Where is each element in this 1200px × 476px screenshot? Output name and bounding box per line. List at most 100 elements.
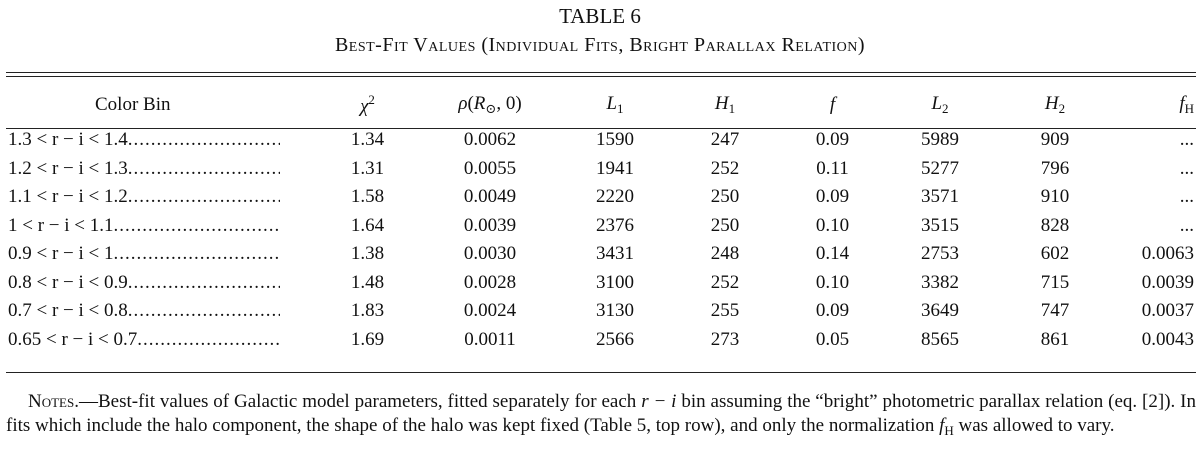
table-cell: 1.31 <box>350 157 385 179</box>
row-label-text: 1.2 < r − i < 1.3 <box>8 157 128 179</box>
table-cell: 252 <box>710 271 740 293</box>
table-cell: 3382 <box>921 271 959 293</box>
table-cell: 252 <box>710 157 740 179</box>
table-cell: ... <box>1179 186 1194 208</box>
table-cell: ... <box>1179 157 1194 179</box>
table-cell: 1941 <box>596 157 634 179</box>
label-wrap: 0.8 < r − i < 0.9 <box>8 272 280 294</box>
rule <box>6 76 1196 77</box>
table-cell: 250 <box>710 214 740 236</box>
table-label: TABLE 6 <box>559 4 641 28</box>
table-cell: ... <box>1179 129 1194 151</box>
table-cell: 0.0011 <box>464 328 516 350</box>
table-cell: 8565 <box>921 328 959 350</box>
table-cell: 255 <box>710 300 740 322</box>
text-part: r − i <box>641 391 677 412</box>
table-cell: 0.0028 <box>463 271 517 293</box>
table-cell: 2220 <box>596 186 634 208</box>
table-cell: 2566 <box>596 328 634 350</box>
rule <box>6 372 1196 373</box>
text-part: H <box>944 423 954 438</box>
dot-leader <box>114 243 280 265</box>
text-part: χ <box>360 96 369 117</box>
table-cell: 248 <box>710 243 740 265</box>
table-cell: 910 <box>1040 186 1070 208</box>
row-label-text: 1.1 < r − i < 1.2 <box>8 186 128 208</box>
table-cell: 0.11 <box>816 157 849 179</box>
table-cell: 0.10 <box>815 214 850 236</box>
table-row: 0.9 < r − i < 1 1.38 0.0030 3431 248 0.14 2753… <box>0 240 1200 269</box>
text-part: 2 <box>368 92 375 107</box>
row-label: 1.1 < r − i < 1.2 <box>0 183 320 212</box>
table-cell: 0.0043 <box>1141 328 1194 350</box>
table-cell: 861 <box>1040 328 1070 350</box>
table-row: 1.2 < r − i < 1.3 1.31 0.0055 1941 252 0.11 52… <box>0 155 1200 184</box>
table-cell: ... <box>1179 214 1194 236</box>
table-cell: 0.0037 <box>1141 300 1194 322</box>
table-cell: 0.0062 <box>463 129 517 151</box>
column-header: H2 <box>1000 84 1110 126</box>
label-wrap: 1.2 < r − i < 1.3 <box>8 158 280 180</box>
text-part: —Best-fit values of Galactic model param… <box>78 391 642 412</box>
text-part: H <box>1044 93 1059 114</box>
rule <box>6 128 1196 129</box>
table-cell: 247 <box>710 129 740 151</box>
row-label: 1.2 < r − i < 1.3 <box>0 155 320 184</box>
text-part: L <box>931 93 943 114</box>
text-part: 2 <box>1058 101 1066 116</box>
text-part: H <box>714 93 729 114</box>
table-cell: 273 <box>710 328 740 350</box>
table-cell: 0.10 <box>815 271 850 293</box>
dot-leader <box>114 215 280 237</box>
table-cell: 0.0039 <box>1141 271 1194 293</box>
table-cell: 1.34 <box>350 129 385 151</box>
row-label: 1.3 < r − i < 1.4 <box>0 126 320 155</box>
row-label: 0.8 < r − i < 0.9 <box>0 269 320 298</box>
text-part: ( <box>467 93 474 114</box>
table-cell: 3100 <box>596 271 634 293</box>
table-cell: 0.0049 <box>463 186 517 208</box>
text-part: R <box>473 93 486 114</box>
text-part: L <box>606 93 618 114</box>
table-cell: 3571 <box>921 186 959 208</box>
table-cell: 0.09 <box>815 300 850 322</box>
table-cell: 0.09 <box>815 129 850 151</box>
label-wrap: 0.65 < r − i < 0.7 <box>8 329 280 351</box>
table-cell: 0.14 <box>815 243 850 265</box>
table-cell: 1590 <box>596 129 634 151</box>
table-title: Best-Fit Values (Individual Fits, Bright… <box>334 34 866 56</box>
table-cell: 250 <box>710 186 740 208</box>
column-header: f <box>785 84 880 126</box>
table-cell: 1.83 <box>350 300 385 322</box>
table: Color Bin χ2 ρ(R⊙, 0) L1 H1 f L2 H2 fH 1.3 < r −… <box>0 84 1200 354</box>
table-cell: 715 <box>1040 271 1070 293</box>
notes: Notes.—Best-fit values of Galactic model… <box>6 390 1196 443</box>
table-cell: 3130 <box>596 300 634 322</box>
row-label-text: 0.9 < r − i < 1 <box>8 243 114 265</box>
row-label-text: 0.7 < r − i < 0.8 <box>8 300 128 322</box>
table-cell: 0.0055 <box>463 157 517 179</box>
table-cell: 1.69 <box>350 328 385 350</box>
text-part: 1 <box>728 101 736 116</box>
text-part: f <box>829 94 836 115</box>
dot-leader <box>137 329 280 351</box>
table-cell: 0.09 <box>815 186 850 208</box>
row-label: 0.7 < r − i < 0.8 <box>0 297 320 326</box>
table-row: 1.3 < r − i < 1.4 1.34 0.0062 1590 247 0.09 59… <box>0 126 1200 155</box>
table-cell: 0.05 <box>815 328 850 350</box>
label-wrap: 1.3 < r − i < 1.4 <box>8 129 280 151</box>
table-row: 0.8 < r − i < 0.9 1.48 0.0028 3100 252 0.10 33… <box>0 269 1200 298</box>
text-part: ⊙ <box>485 101 497 116</box>
dot-leader <box>128 129 280 151</box>
table-cell: 909 <box>1040 129 1070 151</box>
column-header: L2 <box>880 84 1000 126</box>
dot-leader <box>128 186 280 208</box>
row-label-text: 1.3 < r − i < 1.4 <box>8 129 128 151</box>
table-row: 1.1 < r − i < 1.2 1.58 0.0049 2220 250 0.09 35… <box>0 183 1200 212</box>
column-header: Color Bin <box>0 84 320 126</box>
table-cell: 1.38 <box>350 243 385 265</box>
table-row: 0.7 < r − i < 0.8 1.83 0.0024 3130 255 0.09 36… <box>0 297 1200 326</box>
row-label-text: 0.8 < r − i < 0.9 <box>8 271 128 293</box>
row-label-text: 0.65 < r − i < 0.7 <box>8 328 138 350</box>
